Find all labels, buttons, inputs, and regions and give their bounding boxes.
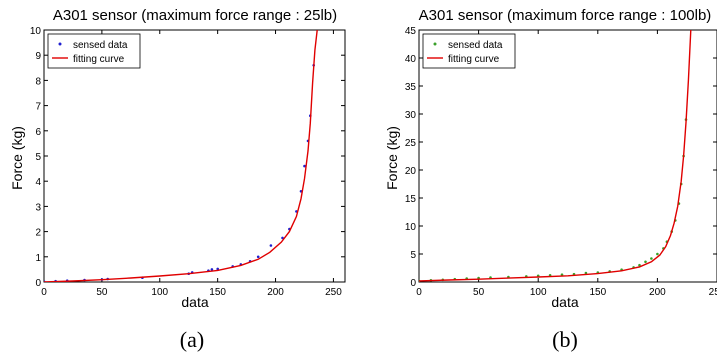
y-tick-label: 20 bbox=[405, 166, 417, 177]
x-tick-label: 100 bbox=[151, 287, 168, 298]
series-line-fitting-curve bbox=[44, 30, 318, 282]
legend-box bbox=[47, 33, 141, 69]
x-axis-label: data bbox=[181, 294, 208, 310]
y-tick-label: 10 bbox=[30, 26, 42, 37]
chart-panel-a: A301 sensor (maximum force range : 25lb)… bbox=[9, 7, 346, 352]
data-point bbox=[656, 252, 659, 256]
x-tick-label: 200 bbox=[649, 287, 666, 298]
y-tick-label: 35 bbox=[405, 82, 417, 93]
y-tick-label: 2 bbox=[35, 228, 41, 239]
x-tick-label: 0 bbox=[416, 287, 422, 298]
y-tick-label: 30 bbox=[405, 110, 417, 121]
y-tick-label: 10 bbox=[405, 222, 417, 233]
data-point bbox=[281, 236, 284, 240]
data-point bbox=[303, 164, 306, 168]
y-tick-label: 25 bbox=[405, 138, 417, 149]
chart-title: A301 sensor (maximum force range : 100lb… bbox=[419, 7, 712, 24]
y-tick-label: 0 bbox=[35, 278, 41, 289]
y-tick-label: 0 bbox=[410, 278, 416, 289]
legend-box bbox=[422, 33, 516, 69]
x-tick-label: 150 bbox=[589, 287, 606, 298]
legend-swatch-marker bbox=[58, 42, 62, 46]
x-axis-label: data bbox=[551, 294, 578, 310]
x-tick-label: 50 bbox=[96, 287, 108, 298]
data-point bbox=[269, 244, 273, 247]
y-tick-label: 8 bbox=[35, 76, 41, 87]
y-axis-label: Force (kg) bbox=[9, 126, 25, 190]
x-tick-label: 150 bbox=[209, 287, 226, 298]
legend-label: sensed data bbox=[73, 40, 128, 51]
legend-label: fitting curve bbox=[448, 54, 500, 65]
chart-panel-b: A301 sensor (maximum force range : 100lb… bbox=[384, 7, 717, 352]
y-tick-label: 15 bbox=[405, 194, 417, 205]
x-tick-label: 250 bbox=[709, 287, 717, 298]
x-tick-label: 100 bbox=[530, 287, 547, 298]
y-tick-label: 7 bbox=[35, 102, 41, 113]
series-line-fitting-curve bbox=[419, 30, 692, 282]
data-point bbox=[638, 263, 641, 267]
y-axis-label: Force (kg) bbox=[384, 126, 400, 190]
x-tick-label: 0 bbox=[41, 287, 47, 298]
data-point bbox=[256, 255, 260, 259]
plot-area: 0 50 100 150 200 250 0 5 10 15 20 25 30 35 40 45 sensed … bbox=[405, 26, 717, 298]
chart-title: A301 sensor (maximum force range : 25lb) bbox=[53, 7, 337, 24]
legend-label: fitting curve bbox=[73, 54, 125, 65]
y-tick-label: 5 bbox=[410, 250, 416, 261]
y-tick-label: 9 bbox=[35, 51, 41, 62]
y-tick-label: 5 bbox=[35, 152, 41, 163]
plot-area: 0 50 100 150 200 250 0 1 2 3 4 5 6 7 8 9 10 sensed data fi… bbox=[30, 26, 346, 298]
data-point bbox=[584, 271, 588, 275]
data-point bbox=[650, 257, 653, 260]
y-tick-label: 1 bbox=[35, 253, 41, 264]
panel-caption: (b) bbox=[552, 327, 578, 352]
plot-frame bbox=[418, 29, 717, 283]
data-point bbox=[210, 268, 214, 271]
y-tick-label: 4 bbox=[35, 177, 41, 188]
data-point bbox=[644, 260, 647, 264]
legend-label: sensed data bbox=[448, 40, 503, 51]
x-tick-label: 200 bbox=[267, 287, 284, 298]
x-tick-label: 250 bbox=[325, 287, 342, 298]
y-tick-label: 3 bbox=[35, 202, 41, 213]
legend-swatch-marker bbox=[433, 42, 437, 46]
panel-caption: (a) bbox=[180, 327, 204, 352]
y-tick-label: 45 bbox=[405, 26, 417, 37]
y-tick-label: 6 bbox=[35, 127, 41, 138]
x-tick-label: 50 bbox=[473, 287, 485, 298]
y-tick-label: 40 bbox=[405, 54, 417, 65]
